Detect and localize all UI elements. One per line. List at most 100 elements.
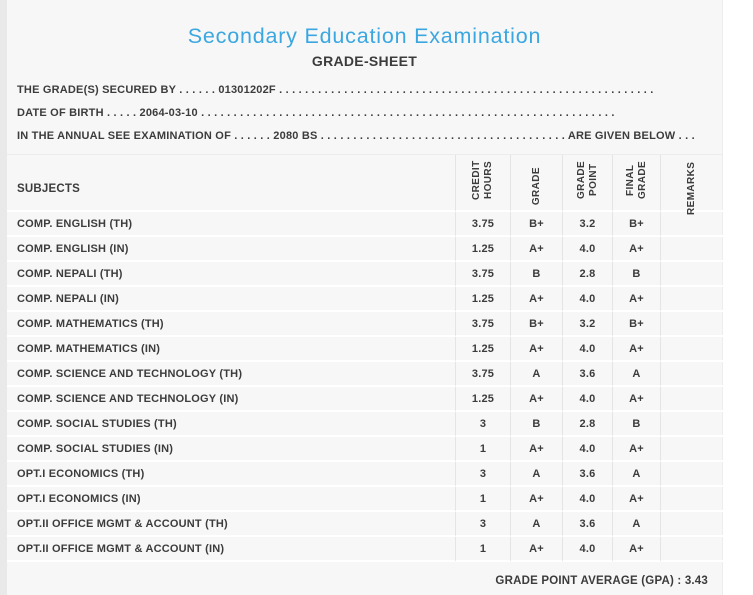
grade-cell: A — [510, 512, 562, 537]
final-grade-cell: A+ — [612, 337, 660, 362]
grade-cell: A+ — [510, 237, 562, 262]
remarks-cell — [660, 412, 723, 437]
table-row: OPT.II OFFICE MGMT & ACCOUNT (IN) 1 A+ 4… — [7, 537, 723, 562]
grade-point-cell: 4.0 — [562, 437, 612, 462]
subject-cell: OPT.I ECONOMICS (TH) — [7, 462, 455, 487]
grade-cell: A — [510, 362, 562, 387]
grade-point-cell: 2.8 — [562, 412, 612, 437]
page-title: Secondary Education Examination — [187, 24, 542, 48]
remarks-cell — [660, 312, 723, 337]
credit-hours-cell: 3 — [455, 512, 510, 537]
table-row: COMP. SCIENCE AND TECHNOLOGY (IN) 1.25 A… — [7, 387, 723, 412]
grade-cell: B+ — [510, 212, 562, 237]
remarks-cell — [660, 487, 723, 512]
credit-hours-cell: 1 — [455, 437, 510, 462]
remarks-cell — [660, 537, 723, 562]
final-grade-cell: B+ — [612, 312, 660, 337]
grade-point-cell: 4.0 — [562, 237, 612, 262]
grade-cell: A+ — [510, 337, 562, 362]
credit-hours-cell: 3.75 — [455, 212, 510, 237]
remarks-cell — [660, 362, 723, 387]
column-header-final-grade: FINAL GRADE — [612, 155, 660, 212]
info-line-exam-year: IN THE ANNUAL SEE EXAMINATION OF . . . .… — [17, 130, 695, 142]
grade-point-cell: 4.0 — [562, 537, 612, 562]
subject-cell: COMP. MATHEMATICS (TH) — [7, 312, 455, 337]
grade-cell: A+ — [510, 387, 562, 412]
table-body: COMP. ENGLISH (TH) 3.75 B+ 3.2 B+ COMP. … — [7, 212, 723, 562]
subject-cell: COMP. ENGLISH (TH) — [7, 212, 455, 237]
grade-point-cell: 3.2 — [562, 312, 612, 337]
credit-hours-cell: 1.25 — [455, 337, 510, 362]
table-row: OPT.I ECONOMICS (TH) 3 A 3.6 A — [7, 462, 723, 487]
final-grade-cell: A — [612, 362, 660, 387]
grade-point-cell: 4.0 — [562, 287, 612, 312]
final-grade-cell: A+ — [612, 387, 660, 412]
final-grade-cell: A — [612, 462, 660, 487]
table-row: COMP. NEPALI (IN) 1.25 A+ 4.0 A+ — [7, 287, 723, 312]
grade-cell: A+ — [510, 537, 562, 562]
subject-cell: COMP. SCIENCE AND TECHNOLOGY (TH) — [7, 362, 455, 387]
remarks-cell — [660, 262, 723, 287]
grades-table-header: SUBJECTS CREDIT HOURS GRADE GRADE POINT … — [7, 155, 723, 215]
grade-point-cell: 3.2 — [562, 212, 612, 237]
credit-hours-cell: 1.25 — [455, 237, 510, 262]
subject-cell: COMP. SCIENCE AND TECHNOLOGY (IN) — [7, 387, 455, 412]
table-row: COMP. SOCIAL STUDIES (TH) 3 B 2.8 B — [7, 412, 723, 437]
credit-hours-cell: 3.75 — [455, 262, 510, 287]
table-row: OPT.I ECONOMICS (IN) 1 A+ 4.0 A+ — [7, 487, 723, 512]
grade-point-cell: 4.0 — [562, 387, 612, 412]
grade-cell: B+ — [510, 312, 562, 337]
credit-hours-cell: 1 — [455, 487, 510, 512]
final-grade-cell: B — [612, 412, 660, 437]
subject-cell: COMP. SOCIAL STUDIES (IN) — [7, 437, 455, 462]
remarks-cell — [660, 337, 723, 362]
subject-cell: COMP. NEPALI (IN) — [7, 287, 455, 312]
gradesheet-card: Secondary Education Examination GRADE-SH… — [7, 0, 723, 595]
grade-cell: B — [510, 412, 562, 437]
subject-cell: OPT.I ECONOMICS (IN) — [7, 487, 455, 512]
remarks-cell — [660, 387, 723, 412]
final-grade-cell: A+ — [612, 437, 660, 462]
subject-cell: OPT.II OFFICE MGMT & ACCOUNT (TH) — [7, 512, 455, 537]
credit-hours-cell: 3.75 — [455, 362, 510, 387]
subject-cell: COMP. NEPALI (TH) — [7, 262, 455, 287]
table-row: COMP. ENGLISH (TH) 3.75 B+ 3.2 B+ — [7, 212, 723, 237]
subject-cell: OPT.II OFFICE MGMT & ACCOUNT (IN) — [7, 537, 455, 562]
gradesheet-subtitle: GRADE-SHEET — [311, 53, 418, 69]
credit-hours-cell: 3 — [455, 462, 510, 487]
subject-cell: COMP. SOCIAL STUDIES (TH) — [7, 412, 455, 437]
subject-cell: COMP. ENGLISH (IN) — [7, 237, 455, 262]
grade-cell: B — [510, 262, 562, 287]
grade-point-cell: 3.6 — [562, 512, 612, 537]
info-line-candidate-id: THE GRADE(S) SECURED BY . . . . . . 0130… — [17, 84, 654, 96]
column-header-subjects: SUBJECTS — [7, 155, 455, 212]
grade-cell: A+ — [510, 487, 562, 512]
table-row: COMP. MATHEMATICS (TH) 3.75 B+ 3.2 B+ — [7, 312, 723, 337]
grade-point-cell: 3.6 — [562, 462, 612, 487]
candidate-info: THE GRADE(S) SECURED BY . . . . . . 0130… — [7, 79, 722, 148]
remarks-cell — [660, 462, 723, 487]
final-grade-cell: A+ — [612, 287, 660, 312]
grade-cell: A+ — [510, 437, 562, 462]
remarks-cell — [660, 512, 723, 537]
table-row: COMP. SOCIAL STUDIES (IN) 1 A+ 4.0 A+ — [7, 437, 723, 462]
column-header-credit-hours: CREDIT HOURS — [455, 155, 510, 212]
grade-cell: A+ — [510, 287, 562, 312]
grade-cell: A — [510, 462, 562, 487]
credit-hours-cell: 1.25 — [455, 387, 510, 412]
final-grade-cell: A+ — [612, 487, 660, 512]
remarks-cell — [660, 287, 723, 312]
column-header-remarks: REMARKS — [660, 155, 723, 215]
remarks-cell — [660, 212, 723, 237]
credit-hours-cell: 1.25 — [455, 287, 510, 312]
final-grade-cell: B — [612, 262, 660, 287]
grade-point-cell: 4.0 — [562, 337, 612, 362]
column-header-grade-point: GRADE POINT — [562, 155, 612, 212]
column-header-grade: GRADE — [510, 155, 562, 212]
final-grade-cell: A — [612, 512, 660, 537]
final-grade-cell: A+ — [612, 237, 660, 262]
table-row: OPT.II OFFICE MGMT & ACCOUNT (TH) 3 A 3.… — [7, 512, 723, 537]
table-row: COMP. SCIENCE AND TECHNOLOGY (TH) 3.75 A… — [7, 362, 723, 387]
credit-hours-cell: 3 — [455, 412, 510, 437]
table-row: COMP. NEPALI (TH) 3.75 B 2.8 B — [7, 262, 723, 287]
